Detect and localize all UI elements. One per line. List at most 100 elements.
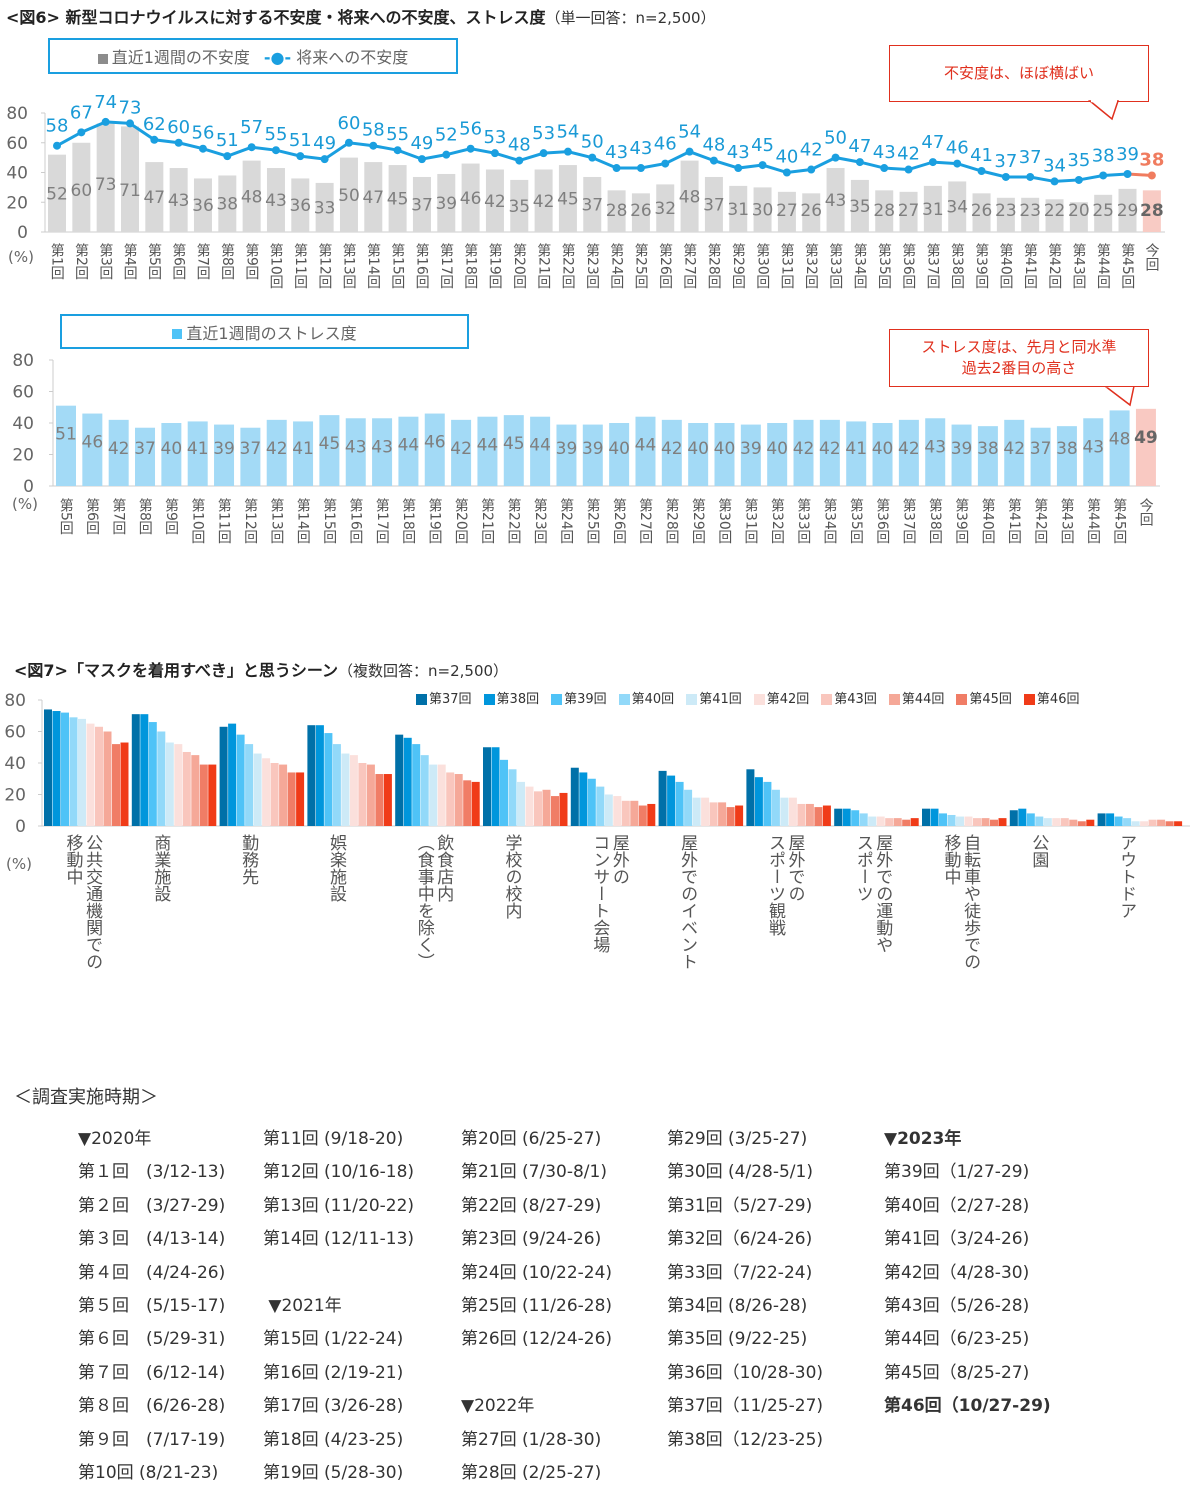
future-anxiety-label: 37 [994, 151, 1017, 172]
mask-scene-bar [613, 796, 622, 826]
mask-scene-bar [1106, 813, 1115, 826]
callout-stress: ストレス度は、先月と同水準 過去2番目の高さ [889, 329, 1149, 387]
anxiety-bar [1069, 202, 1088, 232]
legend-swatch-icon [956, 694, 968, 705]
future-anxiety-label: 45 [751, 135, 774, 156]
legend-label: 直近1週間の不安度 [111, 48, 250, 67]
mask-scene-bar [604, 794, 613, 826]
future-anxiety-label: 67 [70, 102, 93, 123]
future-anxiety-label: 41 [970, 145, 993, 166]
mask-scene-bar [103, 731, 112, 826]
stress-bar [451, 419, 472, 486]
mask-scene-bar [1077, 821, 1086, 826]
future-anxiety-point [880, 164, 889, 173]
schedule-item: 第39回（1/27-29) [884, 1162, 1030, 1183]
mask-scene-bar [542, 789, 551, 826]
future-anxiety-label: 52 [435, 125, 458, 146]
mask-scene-bar [324, 733, 333, 826]
future-anxiety-point [1123, 169, 1132, 178]
future-anxiety-label: 74 [94, 92, 117, 113]
stress-bar [161, 423, 182, 486]
future-anxiety-point [1026, 172, 1035, 181]
schedule-item: 第26回 (12/24-26) [461, 1329, 613, 1350]
future-anxiety-label: 39 [1116, 144, 1139, 165]
schedule-item: 第７回 (6/12-14) [78, 1362, 226, 1383]
stress-bar-label: 44 [529, 436, 551, 456]
schedule-item: 第32回（6/24-26) [667, 1229, 813, 1250]
stress-bar-label: 40 [766, 439, 788, 459]
x-tick-label: 第45回 [1111, 498, 1128, 544]
legend-swatch-icon [686, 694, 698, 705]
x-tick-label: 第17回 [373, 498, 390, 544]
fig6-title-text: <図6> 新型コロナウイルスに対する不安度・将来への不安度、ストレス度 [6, 8, 546, 27]
mask-scene-bar [1060, 818, 1069, 826]
future-anxiety-label: 62 [143, 114, 166, 135]
y-tick-label: 80 [6, 104, 28, 124]
stress-bar [740, 424, 761, 486]
x-tick-label: 第24回 [558, 498, 575, 544]
schedule-item: 第19回 (5/28-30) [263, 1462, 404, 1483]
mask-scene-bar [692, 797, 701, 826]
anxiety-bar [729, 185, 748, 232]
stress-bar [266, 419, 287, 486]
anxiety-bar-label: 37 [411, 195, 433, 215]
future-anxiety-point [977, 167, 986, 176]
stress-bar-label: 46 [424, 433, 446, 453]
mask-scene-bar [454, 774, 463, 826]
stress-bar-label: 40 [687, 439, 709, 459]
mask-scene-bar [44, 709, 52, 826]
stress-bar-label: 38 [977, 439, 999, 459]
anxiety-bar-label: 29 [1117, 201, 1139, 221]
anxiety-bar-label: 48 [241, 187, 263, 207]
stress-bar [477, 416, 498, 486]
schedule-item: 第13回 (11/20-22) [263, 1195, 415, 1216]
future-anxiety-point [928, 158, 937, 167]
mask-scene-bar [910, 818, 919, 826]
schedule-item: 第46回（10/27-29) [884, 1396, 1051, 1417]
anxiety-bar-label: 20 [1068, 201, 1090, 221]
future-anxiety-point [758, 161, 767, 170]
y-tick-label: 80 [12, 351, 34, 371]
chart3-unit-label: (%) [6, 855, 32, 873]
stress-bar-label: 44 [477, 436, 499, 456]
anxiety-bar [802, 193, 821, 232]
future-anxiety-point [685, 147, 694, 156]
legend-swatch-icon [1023, 694, 1035, 705]
x-tick-label: 第25回 [632, 243, 649, 289]
mask-scene-bar [596, 786, 605, 826]
schedule-item: 第44回（6/23-25) [884, 1329, 1030, 1350]
stress-bar-label: 40 [714, 439, 736, 459]
future-anxiety-point [855, 158, 864, 167]
schedule-item: 第21回 (7/30-8/1) [461, 1162, 607, 1183]
anxiety-bar [388, 165, 407, 232]
schedule-item: 第１回 (3/12-13) [78, 1162, 226, 1183]
mask-scene-bar [420, 755, 429, 826]
anxiety-bar-label: 37 [703, 195, 725, 215]
y-tick-label: 60 [4, 723, 26, 743]
x-tick-label: 第31回 [778, 243, 795, 289]
x-tick-label: 第9回 [163, 498, 180, 535]
mask-scene-bar [403, 737, 412, 826]
anxiety-bar-label: 33 [314, 198, 336, 218]
category-label: 学校の校内 [501, 834, 522, 919]
mask-scene-bar [228, 723, 237, 826]
anxiety-bar [266, 168, 285, 232]
gray-square-icon [97, 53, 108, 64]
stress-bar-label: 49 [1134, 428, 1158, 448]
anxiety-bar-label: 71 [119, 181, 141, 201]
anxiety-bar-label: 25 [1092, 201, 1114, 221]
future-anxiety-label: 38 [1092, 145, 1115, 166]
future-anxiety-label: 43 [873, 142, 896, 163]
legend-label: 第39回 [564, 692, 607, 707]
schedule-item [461, 1358, 612, 1391]
stress-bar [767, 423, 788, 486]
anxiety-bar [364, 162, 383, 232]
x-tick-label: 第28回 [663, 498, 680, 544]
x-tick-label: 第8回 [136, 498, 153, 535]
legend-swatch-icon [618, 694, 630, 705]
anxiety-bar [1021, 197, 1040, 232]
legend-label: 第37回 [429, 692, 472, 707]
mask-scene-bar [375, 774, 384, 826]
anxiety-bar-label: 50 [338, 186, 360, 206]
schedule-heading: ＜調査実施時期＞ [14, 1087, 158, 1108]
